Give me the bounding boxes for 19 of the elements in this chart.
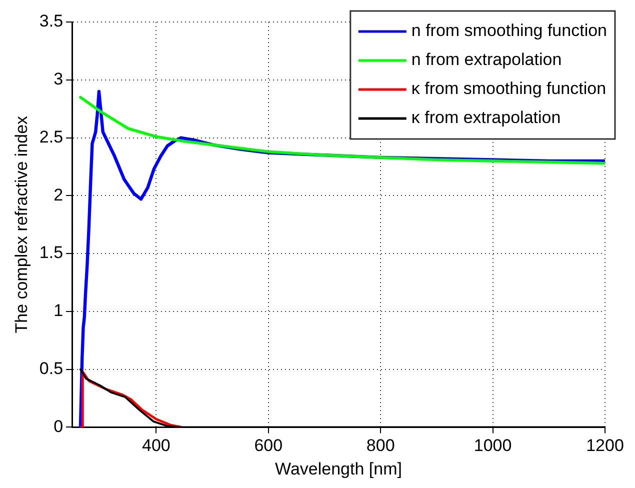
legend-label: κ from smoothing function xyxy=(411,79,606,98)
legend-label: n from smoothing function xyxy=(411,21,608,40)
x-tick-label: 400 xyxy=(142,436,170,456)
y-tick-label: 1.5 xyxy=(39,243,64,262)
y-tick-label: 3 xyxy=(54,70,64,89)
legend-label: n from extrapolation xyxy=(411,50,562,70)
y-tick-label: 1 xyxy=(54,301,64,320)
y-tick-label: 0 xyxy=(54,416,64,436)
legend-label: κ from extrapolation xyxy=(411,108,561,128)
y-tick-label: 2 xyxy=(54,185,64,204)
x-tick-label: 800 xyxy=(366,436,395,456)
y-tick-label: 0.5 xyxy=(39,359,64,378)
y-tick-label: 3.5 xyxy=(39,12,64,31)
x-tick-label: 1000 xyxy=(474,436,512,456)
y-tick-label: 2.5 xyxy=(39,127,64,146)
x-tick-label: 1200 xyxy=(586,436,624,456)
x-axis-title: Wavelength [nm] xyxy=(275,459,402,478)
x-tick-label: 600 xyxy=(254,436,283,456)
y-axis-title: The complex refractive index xyxy=(12,115,31,334)
